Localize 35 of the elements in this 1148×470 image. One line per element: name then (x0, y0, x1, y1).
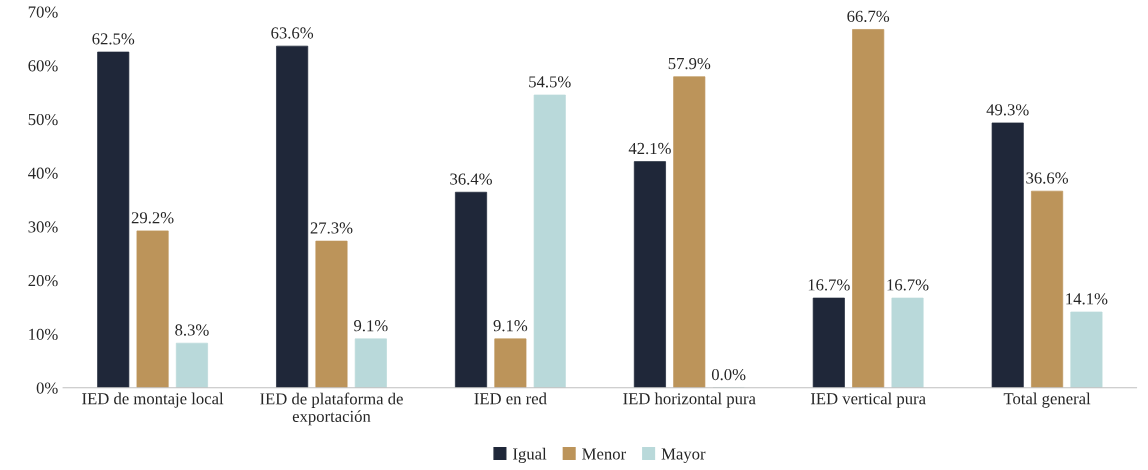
y-tick-label: 40% (28, 167, 58, 179)
data-label: 8.3% (175, 324, 209, 336)
y-tick-label: 50% (28, 113, 58, 126)
data-label: 54.5% (529, 76, 571, 88)
x-tick-label: Total general (1003, 392, 1091, 408)
data-label: 16.7% (808, 279, 850, 291)
data-label: 9.1% (354, 320, 388, 332)
data-label: 36.4% (450, 173, 492, 185)
legend-label: Igual (513, 447, 547, 463)
y-tick-label: 70% (28, 6, 58, 18)
data-label: 0.0% (711, 368, 746, 381)
x-tick-label: IED de plataforma de exportación (260, 392, 403, 426)
data-label: 9.1% (493, 320, 528, 332)
data-label: 66.7% (847, 10, 890, 22)
data-label: 29.2% (131, 212, 174, 224)
x-tick-label: IED vertical pura (810, 392, 926, 408)
data-label: 14.1% (1066, 293, 1108, 305)
data-label: 16.7% (887, 279, 929, 291)
y-tick-label: 10% (29, 328, 58, 341)
data-label: 49.3% (986, 104, 1029, 116)
y-tick-label: 60% (28, 60, 58, 72)
data-label: 36.6% (1026, 172, 1069, 184)
data-label: 42.1% (628, 142, 671, 155)
x-tick-label: IED de montaje local (82, 392, 224, 408)
data-label: 63.6% (271, 27, 314, 39)
data-label: 62.5% (92, 33, 135, 45)
legend-label: Menor (582, 448, 626, 460)
data-label: 57.9% (668, 57, 711, 70)
y-tick-label: 30% (28, 221, 58, 233)
x-tick-label: IED horizontal pura (623, 392, 756, 408)
data-label: 27.3% (310, 222, 353, 234)
y-tick-label: 20% (28, 275, 58, 287)
y-tick-label: 0% (36, 382, 58, 394)
x-tick-label: IED en red (474, 392, 547, 405)
legend-label: Mayor (661, 448, 706, 463)
